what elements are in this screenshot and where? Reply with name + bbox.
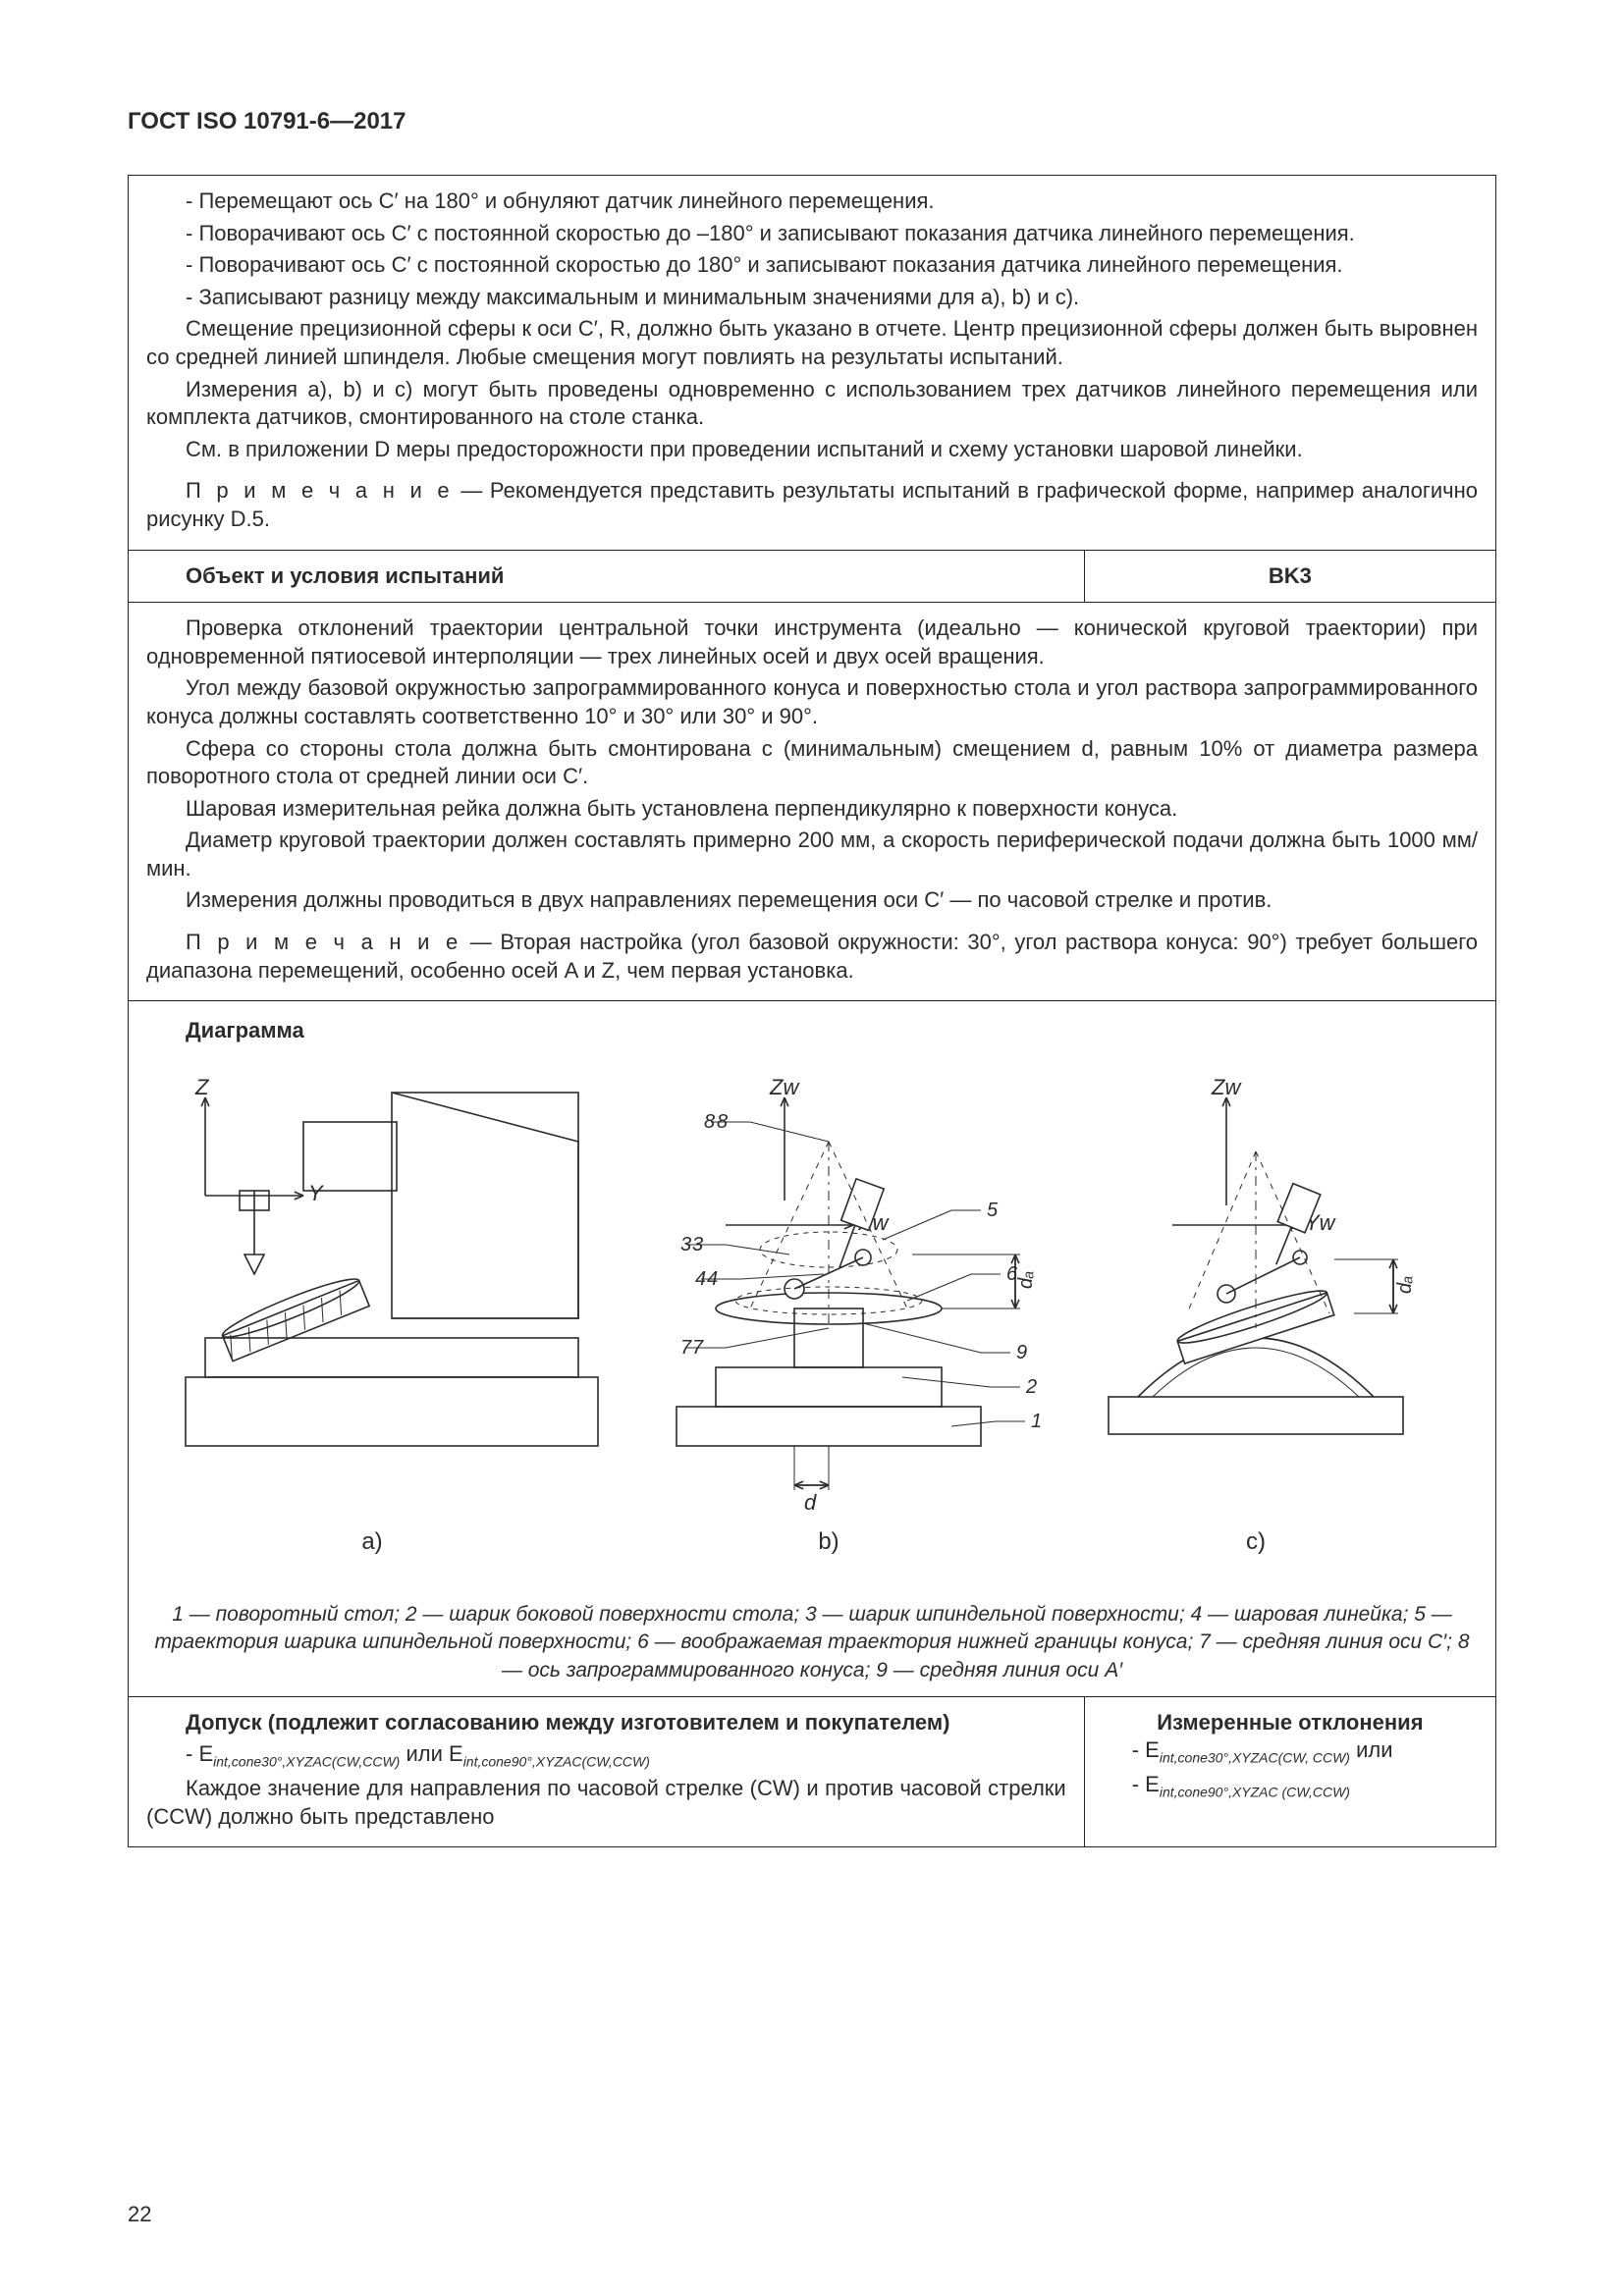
bk3-cell: BK3 (1084, 550, 1495, 603)
procedure-cell: - Перемещают ось C′ на 180° и обнуляют д… (129, 176, 1496, 551)
diagram-box: ZYa)ZwXw8856334477921ddₐb)ZwYwdₐc) (146, 1053, 1478, 1583)
b2p4: Шаровая измерительная рейка должна быть … (146, 795, 1478, 824)
svg-text:d: d (804, 1490, 817, 1515)
svg-text:4: 4 (695, 1268, 706, 1290)
svg-text:3: 3 (680, 1234, 691, 1255)
page-number: 22 (128, 2202, 151, 2227)
diagram-cell: Диаграмма ZYa)ZwXw8856334477921ddₐb)ZwYw… (129, 1001, 1496, 1697)
p5: Смещение прецизионной сферы к оси C′, R,… (146, 315, 1478, 371)
svg-text:3: 3 (692, 1234, 703, 1255)
section-title: Объект и условия испытаний (146, 562, 1066, 591)
svg-text:9: 9 (1016, 1342, 1027, 1363)
dev-line2: - Eint,cone90°,XYZAC (CW,CCW) (1103, 1771, 1478, 1801)
svg-text:Y: Y (308, 1181, 324, 1205)
svg-text:5: 5 (987, 1200, 999, 1221)
svg-text:1: 1 (1031, 1411, 1042, 1432)
svg-text:c): c) (1246, 1528, 1266, 1555)
svg-text:Zw: Zw (769, 1075, 800, 1099)
p3: - Поворачивают ось C′ с постоянной скоро… (146, 251, 1478, 280)
p7: См. в приложении D меры предосторожности… (146, 436, 1478, 464)
diagram-title: Диаграмма (186, 1017, 1478, 1045)
svg-text:b): b) (818, 1528, 839, 1555)
main-table: - Перемещают ось C′ на 180° и обнуляют д… (128, 175, 1496, 1847)
svg-text:a): a) (361, 1528, 382, 1555)
deviation-cell: Измеренные отклонения - Eint,cone30°,XYZ… (1084, 1696, 1495, 1846)
svg-text:Zw: Zw (1211, 1075, 1242, 1099)
dev-line1: - Eint,cone30°,XYZAC(CW, CCW) или (1103, 1736, 1478, 1767)
tol-line2: Каждое значение для направления по часов… (146, 1775, 1066, 1831)
diagram-svg: ZYa)ZwXw8856334477921ddₐb)ZwYwdₐc) (146, 1053, 1462, 1583)
doc-header: ГОСТ ISO 10791-6—2017 (128, 108, 1496, 135)
section-title-cell: Объект и условия испытаний (129, 550, 1085, 603)
svg-text:8: 8 (717, 1111, 728, 1133)
svg-text:2: 2 (1025, 1376, 1037, 1398)
diagram-legend: 1 — поворотный стол; 2 — шарик боковой п… (146, 1601, 1478, 1684)
p4: - Записывают разницу между максимальным … (146, 284, 1478, 312)
b2p1: Проверка отклонений траектории центральн… (146, 614, 1478, 670)
b2p2: Угол между базовой окружностью запрограм… (146, 674, 1478, 730)
p6: Измерения a), b) и c) могут быть проведе… (146, 376, 1478, 432)
tol-title: Допуск (подлежит согласованию между изго… (186, 1710, 949, 1735)
p1: - Перемещают ось C′ на 180° и обнуляют д… (146, 187, 1478, 216)
note1-label: П р и м е ч а н и е (186, 478, 454, 503)
b2p6: Измерения должны проводиться в двух напр… (146, 886, 1478, 915)
dev-title: Измеренные отклонения (1157, 1710, 1423, 1735)
b2p5: Диаметр круговой траектории должен соста… (146, 827, 1478, 882)
conditions-cell: Проверка отклонений траектории центральн… (129, 603, 1496, 1001)
svg-text:8: 8 (704, 1111, 715, 1133)
svg-text:Z: Z (194, 1075, 210, 1099)
note1: П р и м е ч а н и е — Рекомендуется пред… (146, 477, 1478, 533)
p2: - Поворачивают ось C′ с постоянной скоро… (146, 220, 1478, 248)
note2: П р и м е ч а н и е — Вторая настройка (… (146, 929, 1478, 985)
svg-text:7: 7 (692, 1337, 704, 1359)
note2-label: П р и м е ч а н и е (186, 930, 461, 954)
tolerance-cell: Допуск (подлежит согласованию между изго… (129, 1696, 1085, 1846)
svg-text:4: 4 (707, 1268, 718, 1290)
svg-text:dₐ: dₐ (1394, 1276, 1416, 1294)
tol-line1: - Eint,cone30°,XYZAC(CW,CCW) или Eint,co… (146, 1740, 1066, 1771)
b2p3: Сфера со стороны стола должна быть смонт… (146, 735, 1478, 791)
svg-text:7: 7 (680, 1337, 692, 1359)
svg-text:dₐ: dₐ (1015, 1271, 1037, 1289)
